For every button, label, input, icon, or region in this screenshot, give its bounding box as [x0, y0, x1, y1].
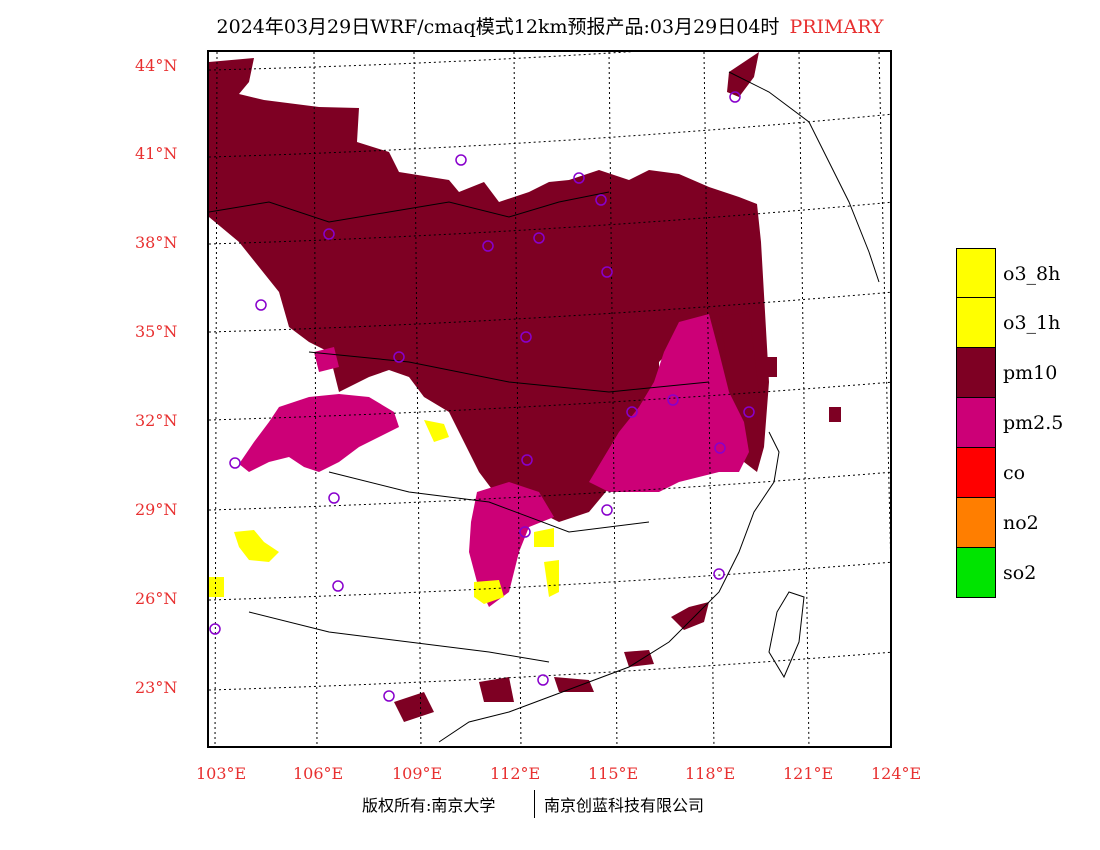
company-text: 南京创蓝科技有限公司	[544, 796, 705, 815]
map-title: 2024年03月29日WRF/cmaq模式12km预报产品:03月29日04时 P…	[0, 12, 1100, 39]
city-markers	[209, 91, 755, 702]
map-frame[interactable]	[207, 50, 892, 748]
lat-label-32n: 32°N	[135, 411, 178, 430]
pm10-south-patch-5	[479, 677, 514, 702]
legend-item-so2: so2	[956, 548, 1036, 598]
legend-label: no2	[1003, 512, 1039, 534]
title-text: 2024年03月29日WRF/cmaq模式12km预报产品:03月29日04时	[216, 16, 780, 38]
lat-label-38n: 38°N	[135, 233, 178, 252]
lat-label-26n: 26°N	[135, 589, 178, 608]
pm10-region	[209, 58, 769, 522]
legend-item-o3-8h: o3_8h	[956, 248, 1060, 298]
legend-item-o3-1h: o3_1h	[956, 298, 1060, 348]
legend-item-pm25: pm2.5	[956, 398, 1063, 448]
pm25-central-region	[469, 482, 554, 607]
lon-label-118e: 118°E	[685, 764, 736, 783]
o3-patch-6	[534, 528, 554, 547]
pm10-east-dot-1	[765, 357, 777, 377]
lon-label-103e: 103°E	[196, 764, 247, 783]
pm10-south-patch-3	[554, 677, 594, 692]
pm10-south-patch-4	[394, 692, 434, 722]
legend-label: o3_8h	[1003, 263, 1061, 285]
pollution-map	[209, 52, 890, 746]
pm10-northeast-patch	[727, 52, 759, 97]
lat-label-35n: 35°N	[135, 322, 178, 341]
pollutant-legend: o3_8h o3_1h pm10 pm2.5 co no2 so2	[956, 248, 1063, 598]
credit-divider	[534, 790, 535, 818]
o3-patch-1	[234, 530, 279, 562]
pm10-south-patch-1	[671, 602, 709, 630]
pm10-east-dot-2	[829, 407, 841, 422]
pm10-south-patch-2	[624, 650, 654, 667]
o3-patch-3	[474, 580, 504, 604]
legend-label: co	[1003, 462, 1026, 484]
lat-label-41n: 41°N	[135, 144, 178, 163]
lon-label-112e: 112°E	[490, 764, 541, 783]
legend-label: pm2.5	[1003, 412, 1064, 434]
legend-label: o3_1h	[1003, 312, 1061, 334]
lat-label-23n: 23°N	[135, 678, 178, 697]
legend-label: so2	[1003, 562, 1037, 584]
lon-label-109e: 109°E	[392, 764, 443, 783]
lon-label-115e: 115°E	[588, 764, 639, 783]
copyright-text: 版权所有:南京大学	[362, 796, 496, 815]
o3-patch-4	[544, 560, 559, 597]
pm25-west-region	[239, 394, 399, 472]
lat-label-44n: 44°N	[135, 56, 178, 75]
legend-item-co: co	[956, 448, 1025, 498]
o3-patch-2	[209, 577, 224, 597]
boundaries	[209, 71, 880, 743]
legend-item-no2: no2	[956, 498, 1039, 548]
lat-label-29n: 29°N	[135, 500, 178, 519]
pm10-east-patch	[719, 312, 759, 432]
legend-item-pm10: pm10	[956, 348, 1057, 398]
o3-patch-5	[424, 420, 449, 442]
lon-label-106e: 106°E	[293, 764, 344, 783]
legend-label: pm10	[1003, 362, 1058, 384]
primary-tag: PRIMARY	[789, 16, 884, 38]
lon-label-124e: 124°E	[871, 764, 922, 783]
lon-label-121e: 121°E	[783, 764, 834, 783]
